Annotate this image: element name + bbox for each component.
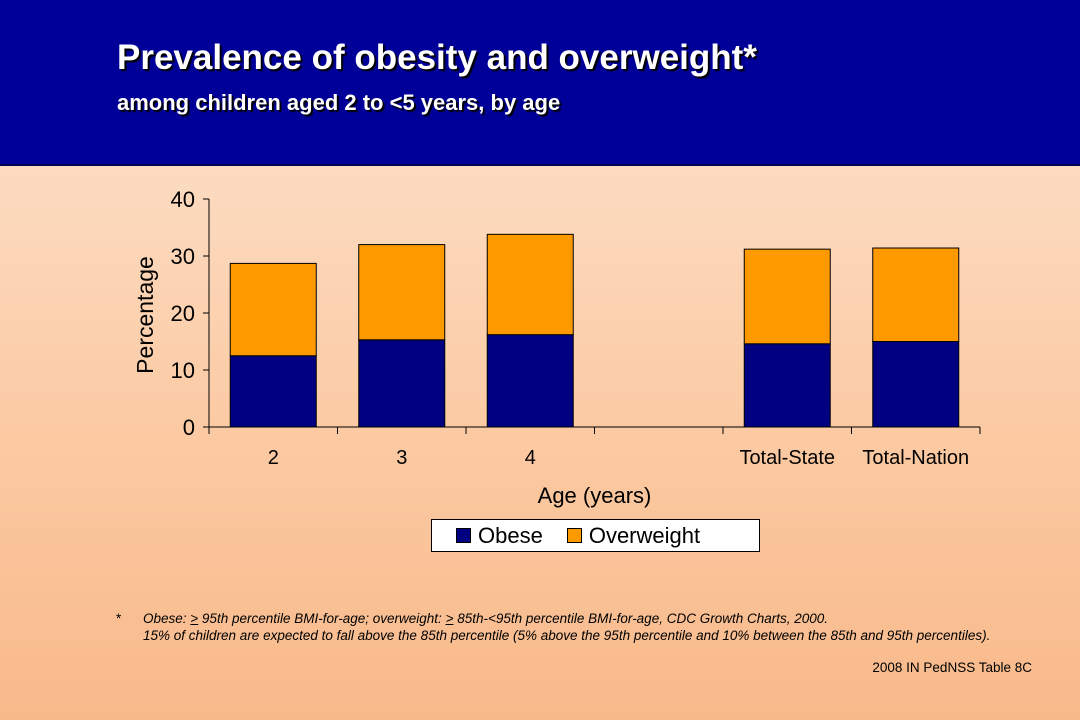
bar-overweight-total-state [743,248,831,345]
bar-obese-2 [229,355,317,428]
footnote-ge-symbol: > [190,611,199,626]
chart-legend: Obese Overweight [431,519,760,552]
legend-item-overweight: Overweight [566,522,701,549]
y-tick-label-1: 10 [171,358,195,383]
footnote: * Obese: > 95th percentile BMI-for-age; … [116,610,996,644]
x-tick-label-5: Total-Nation [862,447,969,469]
source-note: 2008 IN PedNSS Table 8C [872,660,1032,675]
x-tick-label-1: 3 [396,447,407,469]
footnote-line1-a: Obese: [143,611,191,626]
bar-obese-4 [486,334,574,428]
header-banner: Prevalence of obesity and overweight* am… [0,0,1080,166]
footnote-line1-b: 95th percentile BMI-for-age; overweight: [198,611,446,626]
legend-swatch-obese [456,528,471,543]
footnote-line1-c: 85th-<95th percentile BMI-for-age, CDC G… [453,611,829,626]
footnote-mark: * [116,611,122,626]
bar-obese-total-state [743,343,831,428]
bar-overweight-4 [486,233,574,336]
bar-overweight-2 [229,262,317,357]
bar-obese-total-nation [872,341,960,428]
y-tick-label-4: 40 [171,187,195,212]
x-tick-label-2: 4 [525,447,536,469]
legend-label-obese: Obese [478,522,543,548]
y-axis-title: Percentage [132,256,158,374]
page-subtitle: among children aged 2 to <5 years, by ag… [117,90,561,115]
x-axis-title: Age (years) [538,483,652,508]
legend-swatch-overweight [566,528,582,543]
x-tick-label-4: Total-State [739,447,835,469]
legend-label-overweight: Overweight [588,522,701,548]
footnote-body: Obese: > 95th percentile BMI-for-age; ov… [143,610,996,644]
footnote-ge-symbol-2: > [445,611,454,626]
page-title: Prevalence of obesity and overweight* [117,38,757,77]
y-tick-label-3: 30 [171,244,195,269]
bar-obese-3 [358,339,446,428]
bar-overweight-total-nation [872,247,960,343]
legend-item-obese: Obese [456,523,543,549]
y-tick-label-0: 0 [183,415,195,440]
x-tick-label-0: 2 [268,447,279,469]
footnote-line2: 15% of children are expected to fall abo… [143,628,991,643]
bar-overweight-3 [358,244,446,341]
y-tick-label-2: 20 [171,301,195,326]
